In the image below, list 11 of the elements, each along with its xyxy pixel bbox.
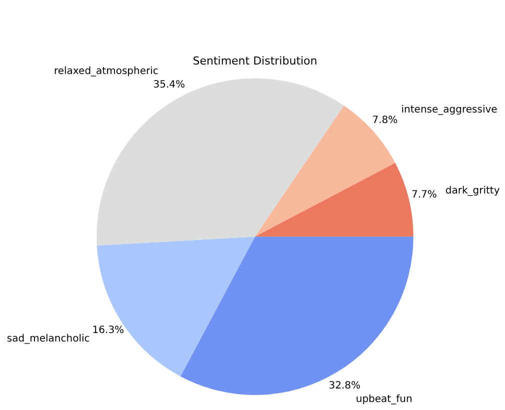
data-label: 16.3% <box>92 325 124 336</box>
slice-label: dark_gritty <box>445 186 500 197</box>
slice-label: relaxed_atmospheric <box>54 66 158 77</box>
data-label: 32.8% <box>328 380 361 392</box>
chart-title: Sentiment Distribution <box>192 54 318 68</box>
slice-label: sad_melancholic <box>6 334 90 345</box>
slice-label: upbeat_fun <box>356 394 412 406</box>
slice-label: intense_aggressive <box>401 104 498 116</box>
data-label: 35.4% <box>153 80 186 91</box>
data-label: 7.7% <box>411 189 437 200</box>
data-label: 7.8% <box>372 115 398 126</box>
